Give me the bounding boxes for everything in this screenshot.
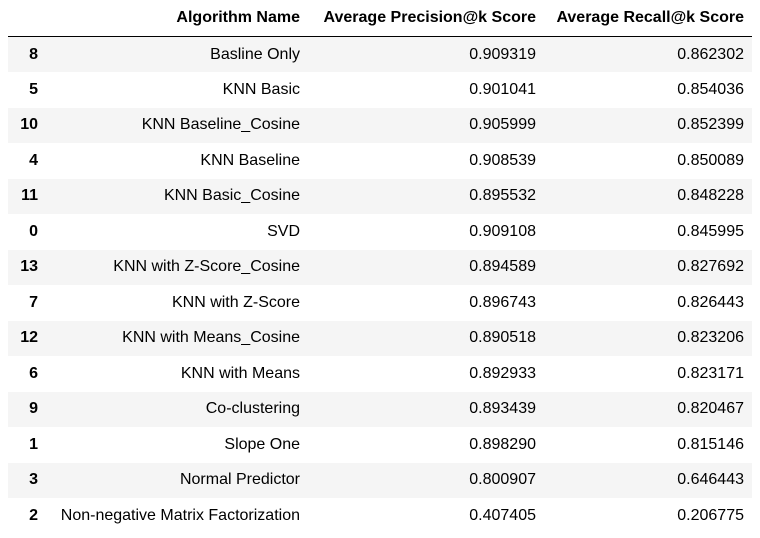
precision-cell: 0.407405 bbox=[469, 506, 536, 524]
precision-cell: 0.898290 bbox=[469, 435, 536, 453]
table-row: 12 KNN with Means_Cosine 0.890518 0.823206 bbox=[8, 320, 752, 356]
row-index: 9 bbox=[29, 400, 38, 418]
algorithm-name-cell: SVD bbox=[267, 222, 300, 240]
table-row: 6 KNN with Means 0.892933 0.823171 bbox=[8, 356, 752, 392]
recall-cell: 0.823206 bbox=[677, 329, 744, 347]
algorithm-name-cell: Normal Predictor bbox=[179, 471, 300, 489]
row-index: 8 bbox=[29, 45, 38, 63]
row-index: 0 bbox=[29, 222, 38, 240]
recall-cell: 0.823171 bbox=[677, 364, 744, 382]
row-index: 12 bbox=[20, 329, 38, 347]
index-header bbox=[8, 0, 46, 37]
row-index: 10 bbox=[20, 116, 38, 134]
algorithm-name-cell: KNN with Means bbox=[180, 364, 300, 382]
recall-cell: 0.815146 bbox=[677, 435, 744, 453]
row-index: 5 bbox=[29, 80, 38, 98]
recall-cell: 0.852399 bbox=[677, 116, 744, 134]
algorithm-name-header: Algorithm Name bbox=[46, 0, 308, 37]
row-index: 7 bbox=[29, 293, 38, 311]
header-row: Algorithm Name Average Precision@k Score… bbox=[8, 0, 752, 37]
recall-cell: 0.827692 bbox=[677, 258, 744, 276]
recall-cell: 0.826443 bbox=[677, 293, 744, 311]
algorithm-name-cell: KNN Baseline_Cosine bbox=[141, 116, 300, 134]
precision-cell: 0.800907 bbox=[469, 471, 536, 489]
row-index: 2 bbox=[29, 506, 38, 524]
algorithm-name-cell: Non-negative Matrix Factorization bbox=[60, 506, 300, 524]
dataframe-container: Algorithm Name Average Precision@k Score… bbox=[8, 0, 752, 534]
table-row: 3 Normal Predictor 0.800907 0.646443 bbox=[8, 462, 752, 498]
row-index: 11 bbox=[21, 187, 38, 205]
row-index: 13 bbox=[20, 258, 38, 276]
table-row: 8 Basline Only 0.909319 0.862302 bbox=[8, 36, 752, 72]
table-row: 5 KNN Basic 0.901041 0.854036 bbox=[8, 72, 752, 108]
precision-cell: 0.901041 bbox=[469, 80, 536, 98]
recall-cell: 0.854036 bbox=[677, 80, 744, 98]
precision-cell: 0.905999 bbox=[469, 116, 536, 134]
recall-cell: 0.820467 bbox=[677, 400, 744, 418]
recall-cell: 0.845995 bbox=[677, 222, 744, 240]
algorithm-name-cell: Basline Only bbox=[210, 45, 300, 63]
table-row: 7 KNN with Z-Score 0.896743 0.826443 bbox=[8, 285, 752, 321]
results-table: Algorithm Name Average Precision@k Score… bbox=[8, 0, 752, 534]
table-row: 4 KNN Baseline 0.908539 0.850089 bbox=[8, 143, 752, 179]
precision-cell: 0.908539 bbox=[469, 151, 536, 169]
row-index: 4 bbox=[29, 151, 38, 169]
precision-cell: 0.909108 bbox=[469, 222, 536, 240]
algorithm-name-cell: KNN Basic_Cosine bbox=[163, 187, 300, 205]
recall-cell: 0.862302 bbox=[677, 45, 744, 63]
algorithm-name-cell: Slope One bbox=[224, 435, 300, 453]
precision-cell: 0.890518 bbox=[469, 329, 536, 347]
table-row: 13 KNN with Z-Score_Cosine 0.894589 0.82769… bbox=[8, 249, 752, 285]
table-row: 2 Non-negative Matrix Factorization 0.4074… bbox=[8, 498, 752, 534]
row-index: 1 bbox=[29, 435, 38, 453]
recall-cell: 0.850089 bbox=[677, 151, 744, 169]
table-body: 8 Basline Only 0.909319 0.862302 5 KNN Basic 0… bbox=[8, 36, 752, 534]
algorithm-name-cell: KNN with Means_Cosine bbox=[122, 329, 300, 347]
table-row: 10 KNN Baseline_Cosine 0.905999 0.852399 bbox=[8, 107, 752, 143]
precision-cell: 0.894589 bbox=[469, 258, 536, 276]
table-header: Algorithm Name Average Precision@k Score… bbox=[8, 0, 752, 37]
precision-cell: 0.892933 bbox=[469, 364, 536, 382]
precision-header: Average Precision@k Score bbox=[308, 0, 544, 37]
table-row: 11 KNN Basic_Cosine 0.895532 0.848228 bbox=[8, 178, 752, 214]
precision-cell: 0.909319 bbox=[469, 45, 536, 63]
algorithm-name-cell: Co-clustering bbox=[205, 400, 300, 418]
recall-header: Average Recall@k Score bbox=[544, 0, 752, 37]
row-index: 3 bbox=[29, 471, 38, 489]
precision-cell: 0.895532 bbox=[469, 187, 536, 205]
row-index: 6 bbox=[29, 364, 38, 382]
algorithm-name-cell: KNN Baseline bbox=[200, 151, 300, 169]
algorithm-name-cell: KNN with Z-Score_Cosine bbox=[113, 258, 300, 276]
table-row: 9 Co-clustering 0.893439 0.820467 bbox=[8, 391, 752, 427]
precision-cell: 0.893439 bbox=[469, 400, 536, 418]
recall-cell: 0.646443 bbox=[677, 471, 744, 489]
table-row: 1 Slope One 0.898290 0.815146 bbox=[8, 427, 752, 463]
recall-cell: 0.206775 bbox=[677, 506, 744, 524]
table-row: 0 SVD 0.909108 0.845995 bbox=[8, 214, 752, 250]
algorithm-name-cell: KNN Basic bbox=[222, 80, 300, 98]
recall-cell: 0.848228 bbox=[677, 187, 744, 205]
algorithm-name-cell: KNN with Z-Score bbox=[171, 293, 300, 311]
precision-cell: 0.896743 bbox=[469, 293, 536, 311]
